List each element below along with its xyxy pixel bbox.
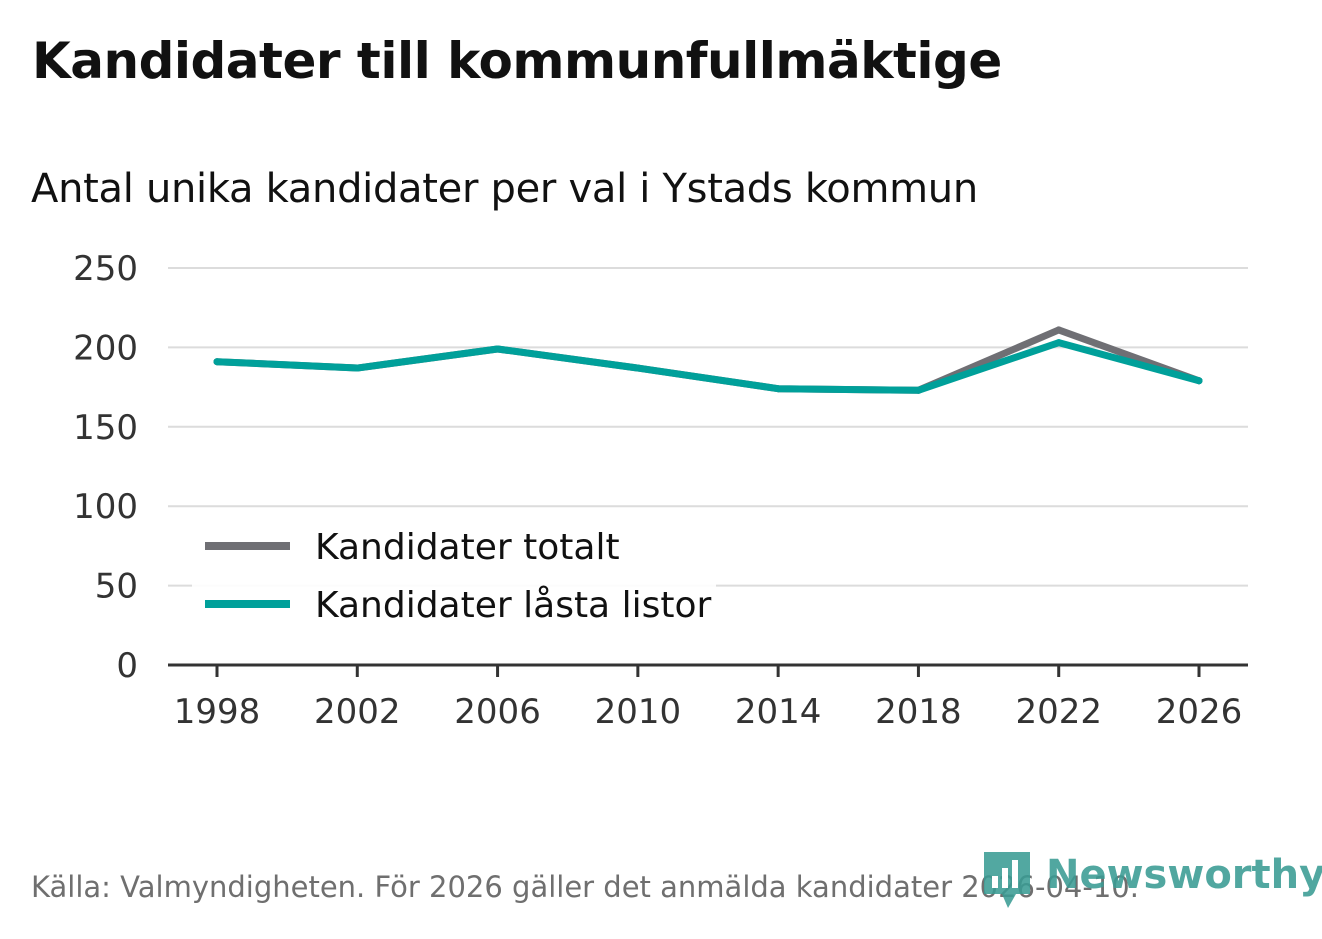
data-point bbox=[1055, 326, 1063, 334]
x-tick-label: 2018 bbox=[875, 692, 962, 732]
x-tick-label: 2002 bbox=[314, 692, 401, 732]
data-point bbox=[1055, 339, 1063, 347]
x-tick-label: 1998 bbox=[174, 692, 261, 732]
legend-label: Kandidater låsta listor bbox=[315, 585, 711, 626]
legend: Kandidater totalt Kandidater låsta listor bbox=[192, 520, 716, 638]
data-point bbox=[213, 358, 221, 366]
newsworthy-logo-icon bbox=[984, 852, 1030, 908]
y-tick-label: 0 bbox=[116, 646, 138, 686]
chart-subtitle: Antal unika kandidater per val i Ystads … bbox=[31, 166, 978, 212]
data-point bbox=[494, 345, 502, 353]
y-axis-ticks: 0 50 100 150 200 250 bbox=[73, 249, 138, 686]
y-tick-label: 50 bbox=[95, 567, 138, 607]
y-tick-label: 100 bbox=[73, 487, 138, 527]
series-lines bbox=[213, 326, 1203, 394]
data-point bbox=[353, 364, 361, 372]
data-point bbox=[634, 364, 642, 372]
series-line-locked-lists bbox=[213, 339, 1203, 394]
y-tick-label: 250 bbox=[73, 249, 138, 289]
data-point bbox=[914, 386, 922, 394]
x-tick-label: 2006 bbox=[454, 692, 541, 732]
data-point bbox=[1195, 377, 1203, 385]
x-tick-label: 2026 bbox=[1156, 692, 1243, 732]
brand-name: Newsworthy bbox=[1046, 852, 1322, 898]
source-note: Källa: Valmyndigheten. För 2026 gäller d… bbox=[31, 870, 1139, 904]
x-tick-label: 2022 bbox=[1015, 692, 1102, 732]
legend-label: Kandidater totalt bbox=[315, 527, 620, 568]
x-tick-label: 2014 bbox=[735, 692, 822, 732]
y-tick-label: 150 bbox=[73, 408, 138, 448]
x-axis-ticks: 1998 2002 2006 2010 2014 2018 2022 2026 bbox=[174, 665, 1243, 732]
y-tick-label: 200 bbox=[73, 328, 138, 368]
data-point bbox=[774, 385, 782, 393]
chart-title: Kandidater till kommunfullmäktige bbox=[32, 32, 1002, 90]
legend-background bbox=[192, 520, 716, 638]
x-tick-label: 2010 bbox=[595, 692, 682, 732]
brand-logo: Newsworthy bbox=[980, 850, 1322, 910]
